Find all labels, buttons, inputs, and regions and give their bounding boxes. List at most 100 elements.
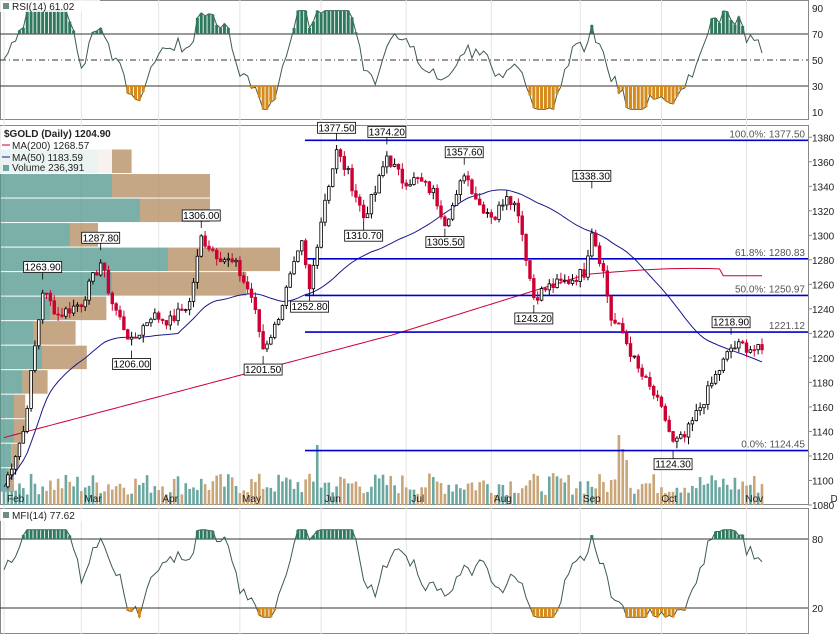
volume-bar: [679, 492, 683, 505]
volume-bar: [312, 481, 315, 505]
candle-body: [25, 408, 29, 432]
annotation-label: 1357.60: [446, 148, 483, 159]
candle-body: [226, 258, 231, 261]
volume-bar: [756, 492, 760, 505]
candle-body: [744, 342, 749, 353]
volume-bar: [234, 485, 238, 505]
candle-body: [609, 295, 613, 321]
volume-bar: [586, 481, 590, 505]
candle-body: [416, 177, 420, 180]
volume-bar: [273, 491, 277, 505]
candle-body: [164, 320, 169, 326]
candle-body: [551, 283, 555, 288]
annotation-box: [653, 458, 693, 471]
volume-bar: [211, 481, 215, 505]
volume-bar: [103, 491, 106, 505]
candle-body: [477, 198, 482, 206]
annotation-box: [290, 300, 329, 313]
candle-body: [443, 216, 447, 227]
volume-bar: [72, 486, 75, 505]
volume-bar: [722, 478, 725, 505]
volume-bar: [288, 479, 292, 505]
candle-body: [489, 212, 493, 218]
candle-body: [381, 166, 385, 176]
candle-body: [195, 255, 200, 283]
volume-bar: [323, 482, 327, 505]
volume-bar: [729, 489, 733, 505]
volume-bar: [493, 494, 497, 505]
volume-bar: [354, 481, 358, 505]
volume-bar: [625, 460, 628, 505]
candle-body: [566, 279, 571, 284]
volume-bar: [126, 494, 130, 505]
volume-bar: [285, 477, 288, 505]
candle-body: [400, 168, 405, 184]
volume-bar: [161, 486, 164, 505]
candle-body: [95, 272, 99, 276]
volume-bar: [470, 482, 474, 505]
candle-body: [636, 355, 640, 369]
volume-bar: [389, 475, 393, 505]
volume-bar: [629, 487, 632, 505]
y-tick-label: 1280: [812, 256, 835, 267]
x-tick-label: Jul: [411, 494, 424, 505]
vbp-green-bar: [0, 321, 34, 345]
candle-body: [574, 279, 579, 282]
volume-bar: [138, 484, 141, 505]
annotation-box: [112, 358, 152, 370]
candle-body: [613, 319, 617, 324]
candle-body: [98, 262, 103, 276]
volume-bar: [420, 487, 423, 505]
candle-body: [71, 305, 76, 314]
legend-volume-swatch: [3, 165, 9, 171]
candle-body: [60, 314, 64, 317]
candle-body: [621, 323, 625, 334]
candle-body: [13, 456, 18, 470]
candle-body: [555, 278, 559, 288]
y-tick-label: 1160: [812, 403, 834, 414]
volume-bar: [10, 491, 14, 505]
ma200-line: [3, 267, 762, 439]
volume-bar: [544, 494, 547, 505]
annotation-box: [425, 236, 465, 248]
volume-bar: [664, 493, 667, 505]
candle-body: [75, 304, 80, 307]
volume-bar: [153, 486, 157, 505]
candle-body: [752, 349, 756, 352]
volume-bar: [362, 493, 365, 505]
vbp-green-bar: [0, 272, 112, 296]
candle-body: [191, 281, 196, 302]
y-tick-label: 1380: [812, 133, 835, 144]
annotation-label: 1338.30: [574, 171, 611, 182]
volume-bar: [683, 487, 686, 505]
annotation-box: [243, 363, 283, 376]
candle-body: [740, 341, 745, 344]
volume-bar: [698, 477, 702, 505]
volume-bar: [339, 476, 342, 505]
vbp-green-bar: [0, 198, 140, 223]
volume-bar: [64, 475, 68, 505]
candle-body: [56, 313, 60, 316]
candle-body: [17, 442, 22, 458]
candle-body: [21, 430, 26, 444]
volume-bar: [532, 473, 536, 505]
candle-body: [187, 301, 192, 311]
volume-bar: [254, 482, 257, 505]
candle-body: [87, 280, 91, 301]
candle-body: [215, 249, 219, 260]
rsi-chart: 90 70 50 30 10: [0, 0, 824, 119]
candle-body: [485, 212, 490, 214]
vbp-tan-bar: [33, 321, 76, 345]
volume-bar: [315, 445, 319, 505]
volume-bar: [691, 485, 694, 505]
candle-body: [706, 385, 710, 405]
volume-bar: [478, 482, 481, 505]
candle-body: [671, 431, 675, 442]
volume-bar: [134, 478, 137, 505]
volume-bar: [598, 474, 601, 505]
candle-body: [342, 156, 347, 170]
candle-body: [230, 258, 234, 263]
candle-body: [756, 344, 760, 351]
candle-body: [389, 155, 393, 167]
